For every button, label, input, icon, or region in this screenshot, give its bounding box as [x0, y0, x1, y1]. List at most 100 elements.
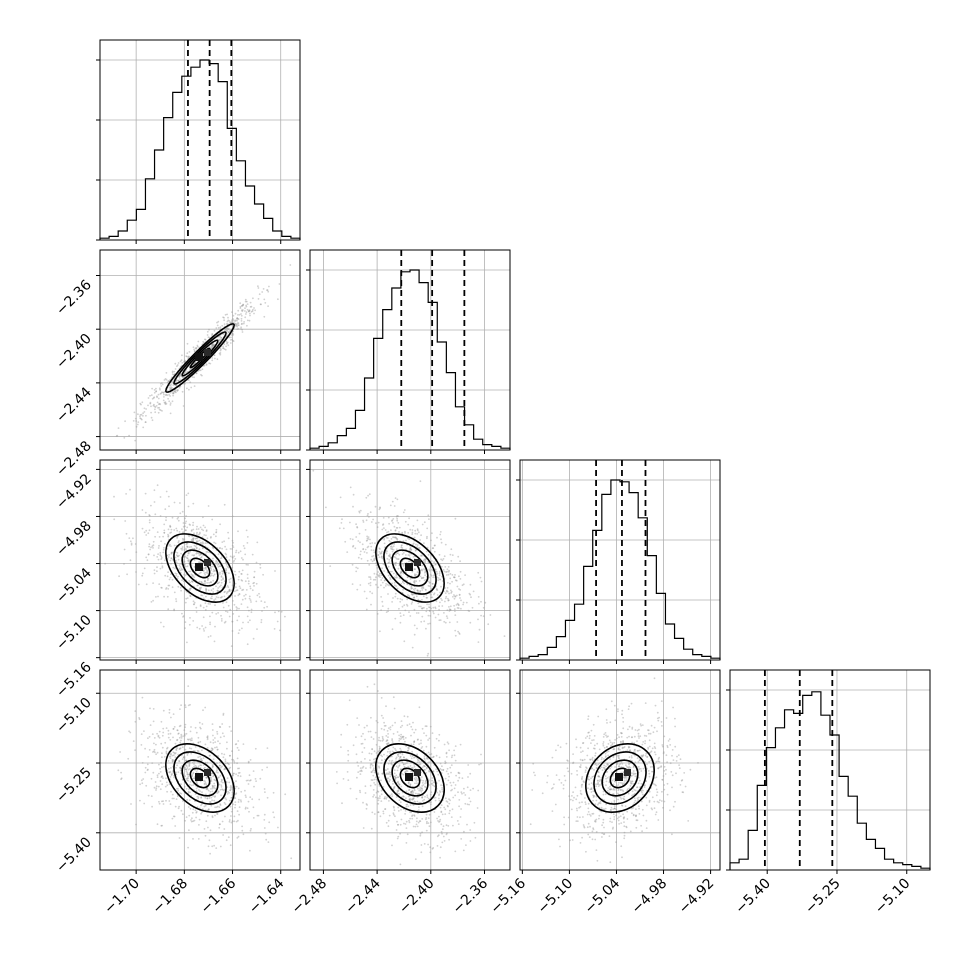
sample-point: [164, 574, 167, 577]
sample-point: [373, 559, 376, 562]
sample-point: [402, 588, 404, 591]
sample-point: [366, 539, 369, 542]
sample-point: [405, 790, 408, 793]
sample-point: [416, 571, 419, 573]
sample-point: [250, 608, 253, 611]
sample-point: [163, 756, 166, 758]
sample-point: [172, 392, 175, 394]
sample-point: [193, 763, 195, 765]
sample-point: [162, 731, 165, 734]
sample-point: [236, 762, 239, 765]
sample-point: [440, 558, 442, 561]
sample-point: [360, 735, 363, 738]
sample-point: [386, 537, 389, 539]
sample-point: [654, 813, 657, 816]
sample-point: [223, 323, 226, 325]
sample-point: [157, 735, 160, 738]
sample-point: [167, 380, 170, 383]
panel-frame: [99, 249, 301, 451]
sample-point: [387, 825, 390, 828]
sample-point: [389, 557, 392, 559]
sample-point: [129, 559, 132, 562]
sample-point: [279, 629, 281, 632]
sample-point: [427, 739, 429, 741]
sample-point: [609, 741, 612, 744]
sample-point: [390, 529, 392, 532]
sample-point: [164, 378, 167, 380]
sample-point: [161, 752, 163, 755]
sample-point: [448, 592, 450, 595]
sample-point: [421, 569, 424, 572]
sample-point: [235, 324, 238, 327]
sample-point: [461, 584, 464, 587]
panel-frame: [99, 39, 301, 241]
sample-point: [396, 538, 399, 540]
sample-point: [203, 580, 206, 583]
sample-point: [443, 806, 446, 809]
sample-point: [378, 797, 381, 799]
sample-point: [234, 806, 236, 809]
sample-point: [361, 751, 364, 754]
sample-point: [375, 562, 377, 565]
sample-point: [139, 783, 142, 786]
sample-point: [202, 606, 205, 609]
sample-point: [449, 609, 452, 611]
sample-point: [381, 557, 384, 560]
sample-point: [439, 533, 442, 536]
sample-point: [626, 736, 629, 739]
sample-point: [434, 607, 437, 610]
sample-point: [444, 797, 447, 800]
sample-point: [220, 778, 223, 781]
sample-point: [402, 580, 404, 583]
sample-point: [421, 746, 424, 748]
sample-point: [367, 494, 369, 497]
sample-point: [438, 572, 441, 575]
sample-point: [592, 790, 595, 793]
sample-point: [412, 597, 415, 599]
sample-point: [383, 586, 385, 589]
sample-point: [150, 416, 153, 419]
sample-point: [468, 803, 470, 806]
sample-point: [410, 790, 412, 793]
sample-point: [231, 820, 234, 822]
sample-point: [177, 362, 180, 364]
sample-point: [419, 605, 422, 608]
sample-point: [189, 595, 192, 598]
sample-point: [399, 621, 402, 624]
sample-point: [409, 578, 412, 580]
sample-point: [192, 528, 195, 531]
sample-point: [426, 603, 428, 606]
sample-point: [369, 590, 371, 593]
sample-point: [446, 568, 449, 571]
sample-point: [263, 601, 266, 603]
sample-point: [355, 523, 357, 526]
sample-point: [159, 409, 162, 412]
sample-point: [221, 752, 223, 755]
sample-point: [421, 554, 423, 557]
sample-point: [575, 798, 578, 801]
sample-point: [156, 774, 159, 777]
sample-point: [444, 600, 446, 603]
sample-point: [448, 610, 451, 612]
sample-point: [413, 608, 416, 611]
sample-point: [357, 771, 360, 773]
sample-point: [230, 321, 232, 324]
sample-point: [356, 761, 359, 764]
sample-point: [416, 589, 419, 592]
sample-point: [388, 559, 391, 561]
sample-point: [450, 560, 453, 562]
sample-point: [212, 591, 215, 593]
sample-point: [219, 352, 222, 354]
sample-point: [601, 824, 603, 827]
sample-point: [130, 543, 133, 546]
sample-point: [347, 779, 350, 781]
sample-point: [222, 333, 225, 335]
sample-point: [181, 528, 183, 530]
sample-point: [392, 805, 395, 808]
sample-point: [175, 598, 177, 600]
sample-point: [196, 345, 199, 348]
sample-point: [213, 329, 216, 332]
sample-point: [232, 561, 235, 563]
sample-point: [184, 766, 187, 769]
sample-point: [369, 784, 372, 787]
